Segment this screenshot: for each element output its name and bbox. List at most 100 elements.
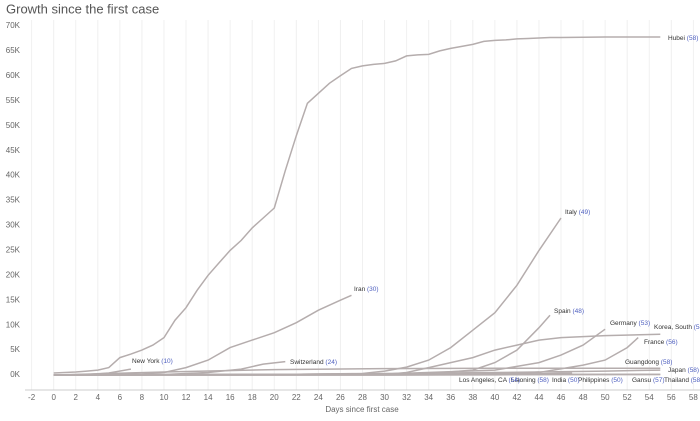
x-tick-label: -2 [28, 393, 36, 402]
x-axis-title: Days since first case [325, 405, 399, 414]
y-tick-label: 55K [6, 96, 21, 105]
chart-title: Growth since the first case [6, 1, 159, 16]
y-tick-label: 65K [6, 46, 21, 55]
series-label: Philippines (50) [578, 377, 623, 384]
series-label: Los Angeles, CA (54) [459, 377, 520, 384]
x-tick-label: 6 [118, 393, 123, 402]
series-name: Switzerland [290, 359, 324, 366]
x-tick-label: 18 [248, 393, 257, 402]
y-tick-label: 70K [6, 21, 21, 30]
series-line [53, 36, 661, 374]
series-label: Gansu (57) [632, 377, 665, 384]
series-name: Japan [668, 367, 686, 374]
series-count: (58) [687, 35, 699, 42]
y-tick-label: 10K [6, 320, 21, 329]
series-label: Liaoning (58) [511, 377, 549, 384]
series-label: Germany (53) [610, 320, 650, 327]
series-count: (50) [568, 377, 580, 384]
series-label: Italy (49) [565, 209, 590, 216]
series-name: Philippines [578, 377, 610, 384]
series-count: (56) [666, 339, 678, 346]
series-name: New York [132, 358, 160, 365]
y-tick-label: 15K [6, 295, 21, 304]
series-count: (54) [509, 377, 521, 384]
x-tick-label: 10 [160, 393, 169, 402]
series-line [53, 371, 540, 376]
series-name: India [552, 377, 566, 384]
x-tick-label: 32 [402, 393, 411, 402]
y-tick-label: 25K [6, 245, 21, 254]
series-count: (58) [691, 377, 700, 384]
series-label: India (50) [552, 377, 579, 384]
series-name: Los Angeles, CA [459, 377, 508, 384]
x-tick-label: 8 [140, 393, 145, 402]
x-tick-label: 58 [689, 393, 698, 402]
series-count: (58) [688, 367, 700, 374]
x-tick-label: 38 [468, 393, 477, 402]
series-name: Thailand [664, 377, 689, 384]
x-tick-label: 2 [74, 393, 79, 402]
series-count: (58) [537, 377, 549, 384]
series-line [53, 367, 661, 376]
x-tick-label: 56 [667, 393, 676, 402]
x-tick-label: 36 [446, 393, 455, 402]
x-tick-label: 4 [96, 393, 101, 402]
x-tick-label: 48 [579, 393, 588, 402]
y-tick-label: 5K [10, 345, 20, 354]
series-name: Liaoning [511, 377, 536, 384]
x-tick-label: 0 [51, 393, 56, 402]
x-tick-label: 44 [535, 393, 544, 402]
x-tick-label: 12 [182, 393, 191, 402]
series-label: Thailand (58) [664, 377, 700, 384]
series-label: Switzerland (24) [290, 359, 337, 366]
y-tick-label: 20K [6, 270, 21, 279]
x-tick-label: 28 [358, 393, 367, 402]
x-tick-label: 16 [226, 393, 235, 402]
series-count: (50) [611, 377, 623, 384]
x-tick-label: 52 [623, 393, 632, 402]
series-name: Spain [554, 308, 571, 315]
x-tick-label: 24 [314, 393, 323, 402]
series-count: (48) [572, 308, 584, 315]
x-tick-label: 14 [204, 393, 213, 402]
series-label: Korea, South (58) [654, 324, 700, 331]
series-line [53, 217, 562, 376]
y-tick-label: 40K [6, 171, 21, 180]
x-tick-label: 50 [601, 393, 610, 402]
series-count: (10) [161, 358, 173, 365]
x-tick-label: 34 [424, 393, 433, 402]
series-name: Guangdong [625, 359, 659, 366]
x-tick-label: 26 [336, 393, 345, 402]
x-tick-label: 42 [512, 393, 521, 402]
y-tick-label: 35K [6, 196, 21, 205]
series-count: (53) [639, 320, 651, 327]
y-tick-label: 30K [6, 221, 21, 230]
series-name: Hubei [668, 35, 685, 42]
series-count: (30) [367, 286, 379, 293]
y-tick-label: 50K [6, 121, 21, 130]
series-name: Iran [354, 286, 366, 293]
series-label: Spain (48) [554, 308, 584, 315]
x-tick-label: 20 [270, 393, 279, 402]
series-count: (58) [661, 359, 673, 366]
series-label: Japan (58) [668, 367, 699, 374]
series-line [53, 314, 551, 376]
series-name: Korea, South [654, 324, 692, 331]
x-tick-label: 22 [292, 393, 301, 402]
series-count: (49) [579, 209, 591, 216]
series-count: (57) [653, 377, 665, 384]
x-tick-label: 46 [557, 393, 566, 402]
series-label: France (56) [644, 339, 678, 346]
series-label: Iran (30) [354, 286, 379, 293]
series-label: Hubei (58) [668, 35, 698, 42]
x-tick-label: 40 [490, 393, 499, 402]
series-label: New York (10) [132, 358, 173, 365]
x-tick-label: 54 [645, 393, 654, 402]
series-name: France [644, 339, 665, 346]
y-tick-label: 0K [10, 370, 20, 379]
x-tick-label: 30 [380, 393, 389, 402]
series-name: Italy [565, 209, 578, 216]
series-count: (58) [694, 324, 700, 331]
y-tick-label: 45K [6, 146, 21, 155]
